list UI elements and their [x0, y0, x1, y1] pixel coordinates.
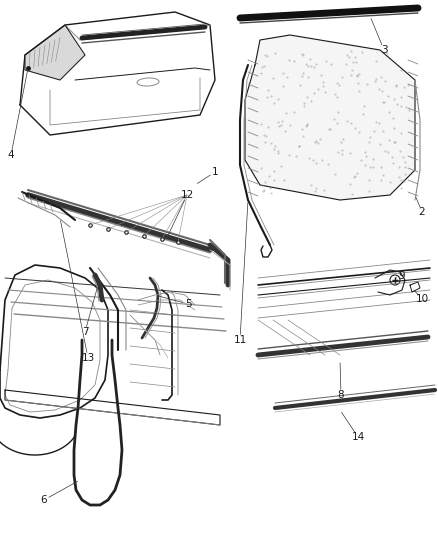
Text: 10: 10 [415, 294, 428, 304]
Text: 14: 14 [351, 432, 364, 442]
Text: 6: 6 [41, 495, 47, 505]
Text: 5: 5 [185, 299, 191, 309]
Text: 11: 11 [233, 335, 247, 345]
Text: 8: 8 [338, 390, 344, 400]
Polygon shape [245, 35, 415, 200]
Text: 1: 1 [212, 167, 218, 177]
Text: 13: 13 [81, 353, 95, 363]
Text: 4: 4 [8, 150, 14, 160]
Polygon shape [25, 25, 85, 80]
Text: 7: 7 [82, 327, 88, 337]
Text: 2: 2 [419, 207, 425, 217]
Text: 12: 12 [180, 190, 194, 200]
Text: 9: 9 [399, 271, 405, 281]
Text: 3: 3 [381, 45, 387, 55]
